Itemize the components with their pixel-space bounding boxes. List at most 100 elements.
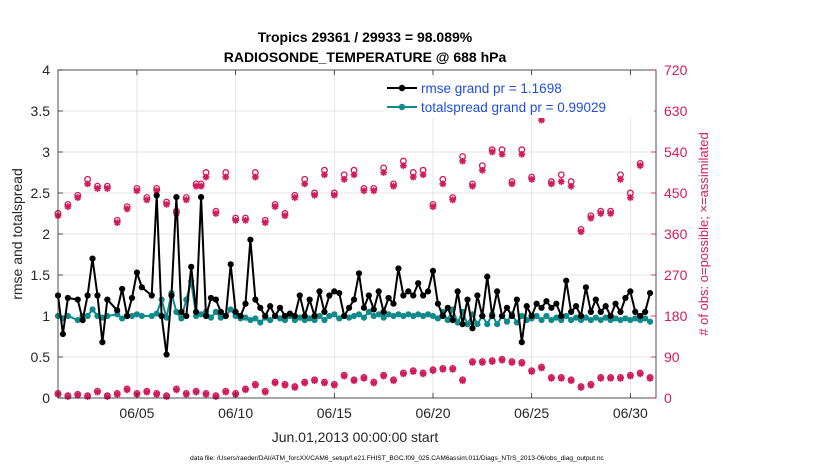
y-tick-label-left: 2 — [42, 226, 50, 242]
obs-assimilated-marker — [399, 370, 407, 378]
obs-assimilated-marker — [557, 375, 565, 382]
rmse-point — [326, 292, 333, 299]
obs-assimilated-marker — [626, 372, 634, 380]
y-tick-label-left: 1 — [42, 308, 50, 324]
obs-assimilated-marker — [222, 388, 230, 396]
obs-count-markers — [54, 112, 654, 401]
spread-point — [267, 317, 274, 324]
spread-point — [178, 315, 185, 322]
spread-point — [197, 311, 205, 318]
axis-ticks: 06/05 06/10 06/15 06/20 06/25 06/30 0 0.5 1 1.5 2 2… — [31, 62, 688, 421]
obs-assimilated-marker — [469, 359, 476, 366]
spread-point — [346, 314, 353, 321]
obs-assimilated-marker — [261, 219, 269, 227]
rmse-point — [538, 304, 545, 311]
rmse-point — [454, 288, 461, 295]
y-tick-label-right: 720 — [664, 62, 688, 78]
obs-assimilated-marker — [360, 375, 368, 382]
obs-assimilated-marker — [143, 388, 151, 396]
obs-assimilated-marker — [133, 187, 141, 195]
obs-assimilated-marker — [587, 381, 595, 389]
rmse-point — [617, 308, 624, 315]
spread-point — [597, 317, 604, 324]
rmse-point — [321, 308, 328, 315]
rmse-point — [193, 308, 200, 315]
x-tick-label: 06/10 — [218, 405, 253, 421]
y-tick-label-right: 270 — [664, 267, 688, 283]
obs-assimilated-marker — [350, 171, 358, 179]
spread-point — [617, 317, 624, 324]
spread-point — [424, 311, 432, 318]
spread-point — [533, 312, 540, 320]
rmse-point — [474, 292, 481, 299]
spread-point — [336, 315, 343, 322]
obs-assimilated-marker — [390, 377, 397, 385]
obs-assimilated-marker — [478, 166, 486, 174]
rmse-point — [592, 296, 599, 303]
obs-assimilated-marker — [330, 191, 338, 199]
rmse-point — [494, 288, 501, 295]
obs-assimilated-marker — [429, 367, 437, 375]
rmse-point — [104, 296, 111, 303]
rmse-point — [301, 312, 308, 320]
spread-point — [395, 311, 402, 318]
rmse-point — [163, 351, 170, 358]
obs-assimilated-marker — [439, 180, 447, 188]
obs-assimilated-marker — [212, 393, 220, 401]
spread-point — [306, 315, 313, 322]
spread-point — [627, 317, 634, 324]
spread-point — [563, 312, 570, 320]
rmse-point — [572, 303, 580, 310]
rmse-point — [138, 284, 145, 291]
obs-assimilated-marker — [301, 379, 309, 387]
y-axis-label-left: rmse and totalspread — [9, 168, 25, 300]
spread-point — [612, 315, 619, 322]
y-tick-label-right: 90 — [664, 349, 680, 365]
spread-point — [474, 321, 481, 328]
obs-assimilated-marker — [557, 178, 565, 186]
obs-assimilated-marker — [577, 228, 585, 236]
obs-assimilated-marker — [597, 375, 605, 382]
rmse-point — [217, 308, 224, 315]
rmse-point — [360, 304, 368, 311]
obs-assimilated-marker — [488, 358, 496, 365]
rmse-point — [607, 312, 614, 320]
obs-assimilated-marker — [587, 214, 595, 222]
spread-point — [321, 317, 328, 324]
spread-point — [410, 312, 417, 320]
spread-point — [434, 315, 442, 322]
rmse-point — [612, 300, 619, 307]
spread-point — [128, 312, 136, 320]
obs-assimilated-marker — [360, 187, 368, 195]
rmse-point — [622, 294, 629, 302]
y-tick-label-left: 3 — [42, 144, 50, 160]
y-tick-label-right: 540 — [664, 144, 688, 160]
rmse-point — [528, 312, 535, 320]
spread-point — [148, 312, 155, 320]
rmse-point — [247, 236, 254, 243]
obs-assimilated-marker — [538, 116, 545, 124]
y-axis-label-right: # of obs: o=possible; ×=assimilated — [696, 132, 711, 335]
obs-assimilated-marker — [646, 375, 654, 382]
rmse-point — [405, 288, 412, 295]
spread-point — [420, 312, 427, 320]
obs-assimilated-marker — [459, 157, 466, 165]
rmse-point — [385, 294, 392, 302]
spread-point — [405, 311, 412, 318]
rmse-point — [89, 255, 96, 262]
obs-assimilated-marker — [350, 377, 358, 385]
rmse-point — [311, 312, 318, 320]
rmse-point — [395, 265, 402, 272]
rmse-point — [74, 296, 81, 303]
rmse-point — [316, 288, 323, 295]
obs-assimilated-marker — [547, 375, 555, 382]
obs-assimilated-marker — [321, 171, 328, 179]
obs-assimilated-marker — [74, 391, 82, 399]
spread-point — [365, 308, 372, 315]
rmse-point — [281, 312, 289, 320]
spread-point — [276, 315, 284, 322]
rmse-point — [543, 298, 550, 305]
rmse-point — [188, 263, 195, 270]
spread-point — [543, 312, 550, 320]
rmse-point — [375, 288, 382, 295]
